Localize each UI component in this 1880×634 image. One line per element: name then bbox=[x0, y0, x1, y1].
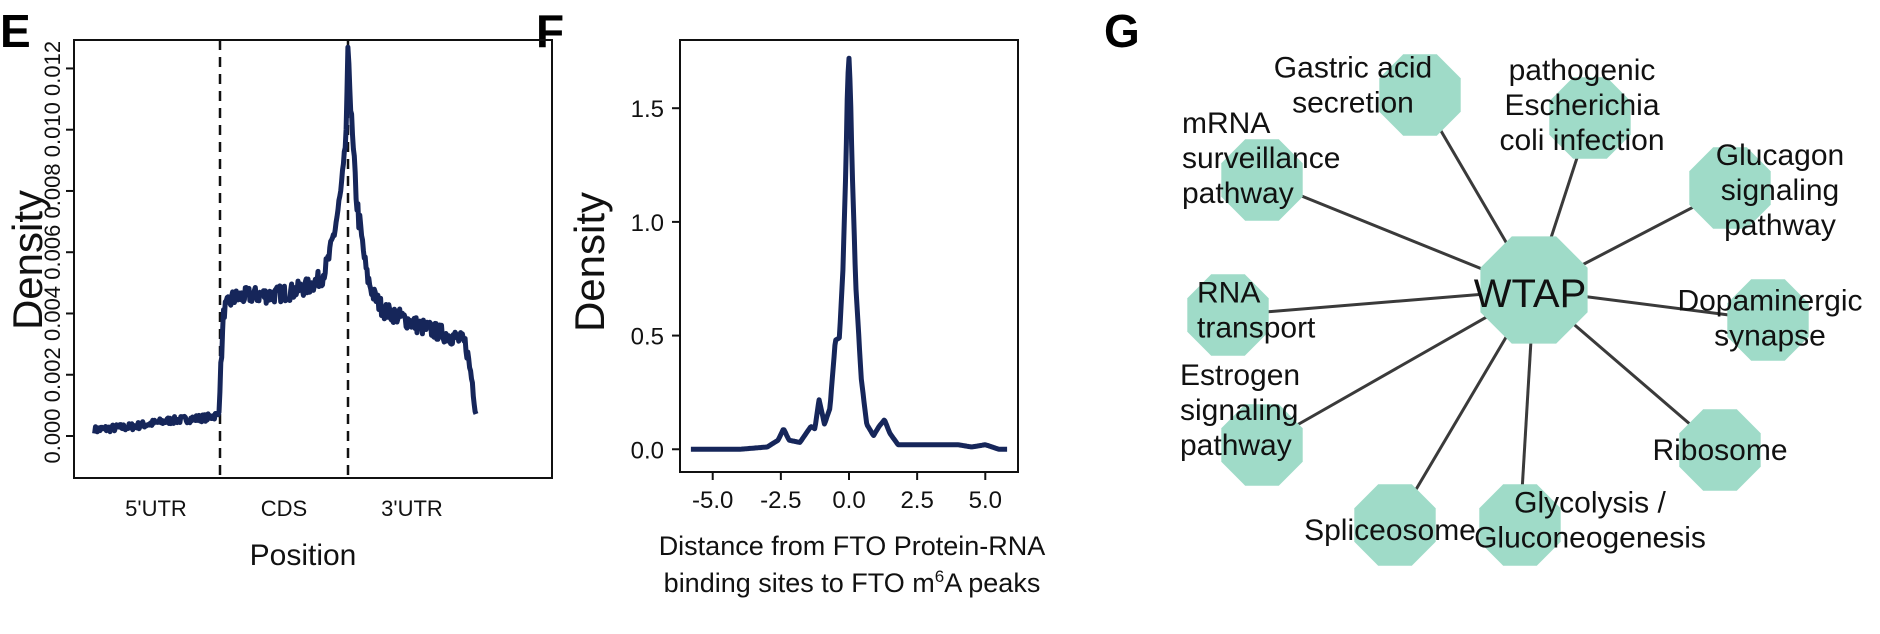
network-node-label: RNA bbox=[1197, 277, 1260, 310]
network-node-shape bbox=[1479, 484, 1561, 566]
network-node-label: coli infection bbox=[1499, 124, 1664, 157]
panel-label-f: F bbox=[536, 5, 565, 57]
chart-e-region-label: 5'UTR bbox=[125, 496, 187, 521]
network-hub-label: WTAP bbox=[1474, 272, 1587, 316]
network-node-label: signaling bbox=[1180, 394, 1298, 427]
chart-f-x-tick-label: 0.0 bbox=[832, 487, 865, 514]
network-node-shape bbox=[1679, 409, 1761, 491]
network-node-label: Glucagon bbox=[1716, 139, 1844, 172]
chart-f-y-tick-label: 1.0 bbox=[631, 210, 664, 237]
network-node-shape bbox=[1221, 139, 1303, 221]
network-node-shape bbox=[1689, 147, 1771, 229]
chart-f-y-tick-label: 0.5 bbox=[631, 324, 664, 351]
chart-f-y-axis: 0.0 0.5 1.0 1.5 bbox=[631, 96, 680, 464]
chart-e-position-density: 0.000 0.002 0.004 0.006 0.008 0.010 0.012 5'UT… bbox=[4, 39, 553, 572]
chart-e-y-tick-label: 0.004 bbox=[40, 286, 65, 341]
network-node-label: pathway bbox=[1180, 429, 1292, 462]
chart-f-y-tick-label: 0.0 bbox=[631, 437, 664, 464]
network-node-label: Gluconeogenesis bbox=[1474, 522, 1706, 555]
chart-f-x-tick-label: -2.5 bbox=[760, 487, 801, 514]
chart-f-x-label-line1: Distance from FTO Protein-RNA bbox=[659, 531, 1046, 561]
network-node-label: Dopaminergic bbox=[1677, 285, 1862, 318]
chart-f-y-tick-label: 1.5 bbox=[631, 96, 664, 123]
panel-label-e: E bbox=[0, 5, 31, 57]
network-node-label: pathogenic bbox=[1509, 54, 1656, 87]
chart-f-x-tick-label: -5.0 bbox=[692, 487, 733, 514]
chart-f-x-label-line2: binding sites to FTO m6A peaks bbox=[664, 567, 1041, 598]
network-hub-node bbox=[1480, 236, 1588, 344]
network-node-label: Gastric acid bbox=[1274, 52, 1432, 85]
chart-e-density-line bbox=[92, 44, 479, 435]
network-node-shape bbox=[1727, 279, 1809, 361]
network-node-label: Spliceosome bbox=[1304, 514, 1476, 547]
chart-f-y-label: Density bbox=[566, 192, 613, 332]
network-node-label: secretion bbox=[1292, 87, 1414, 120]
chart-e-region-label: CDS bbox=[261, 496, 307, 521]
chart-e-frame bbox=[73, 39, 553, 479]
network-node-label: Ribosome bbox=[1652, 434, 1787, 467]
network-node-label: signaling bbox=[1721, 174, 1839, 207]
network-node-label: pathway bbox=[1182, 177, 1294, 210]
network-node-shape bbox=[1187, 274, 1269, 356]
chart-e-y-label: Density bbox=[4, 190, 51, 330]
chart-e-region-label: 3'UTR bbox=[381, 496, 443, 521]
chart-e-y-axis: 0.000 0.002 0.004 0.006 0.008 0.010 0.012 bbox=[40, 41, 74, 464]
chart-f-x-tick-label: 5.0 bbox=[969, 487, 1002, 514]
panel-label-g: G bbox=[1104, 5, 1140, 57]
chart-f-x-axis: -5.0 -2.5 0.0 2.5 5.0 bbox=[692, 472, 1002, 514]
network-node-label: pathway bbox=[1724, 209, 1836, 242]
network-node-label: Estrogen bbox=[1180, 359, 1300, 392]
network-node-label: surveillance bbox=[1182, 142, 1340, 175]
network-node-label: Glycolysis / bbox=[1514, 487, 1666, 520]
chart-e-x-label: Position bbox=[250, 539, 357, 572]
chart-e-y-tick-label: 0.006 bbox=[40, 225, 65, 280]
chart-f-distance-density: 0.0 0.5 1.0 1.5 -5.0 -2.5 0.0 2.5 5.0 Density D… bbox=[566, 39, 1046, 598]
chart-e-y-tick-label: 0.002 bbox=[40, 347, 65, 402]
chart-e-y-tick-label: 0.000 bbox=[40, 408, 65, 463]
network-node-label: transport bbox=[1197, 312, 1316, 345]
network-node-label: mRNA bbox=[1182, 107, 1270, 140]
chart-e-region-labels: 5'UTR CDS 3'UTR bbox=[125, 496, 443, 521]
chart-e-y-tick-label: 0.012 bbox=[40, 41, 65, 96]
chart-f-x-tick-label: 2.5 bbox=[900, 487, 933, 514]
network-node-shape bbox=[1221, 404, 1303, 486]
network-node-label: synapse bbox=[1714, 320, 1826, 353]
network-node-shape bbox=[1379, 54, 1461, 136]
network-node-shape bbox=[1354, 484, 1436, 566]
network-node-label: Escherichia bbox=[1504, 89, 1659, 122]
chart-e-y-tick-label: 0.010 bbox=[40, 102, 65, 157]
chart-e-y-tick-label: 0.008 bbox=[40, 163, 65, 218]
chart-f-density-line bbox=[689, 55, 1009, 452]
network-node-shape bbox=[1549, 77, 1631, 159]
